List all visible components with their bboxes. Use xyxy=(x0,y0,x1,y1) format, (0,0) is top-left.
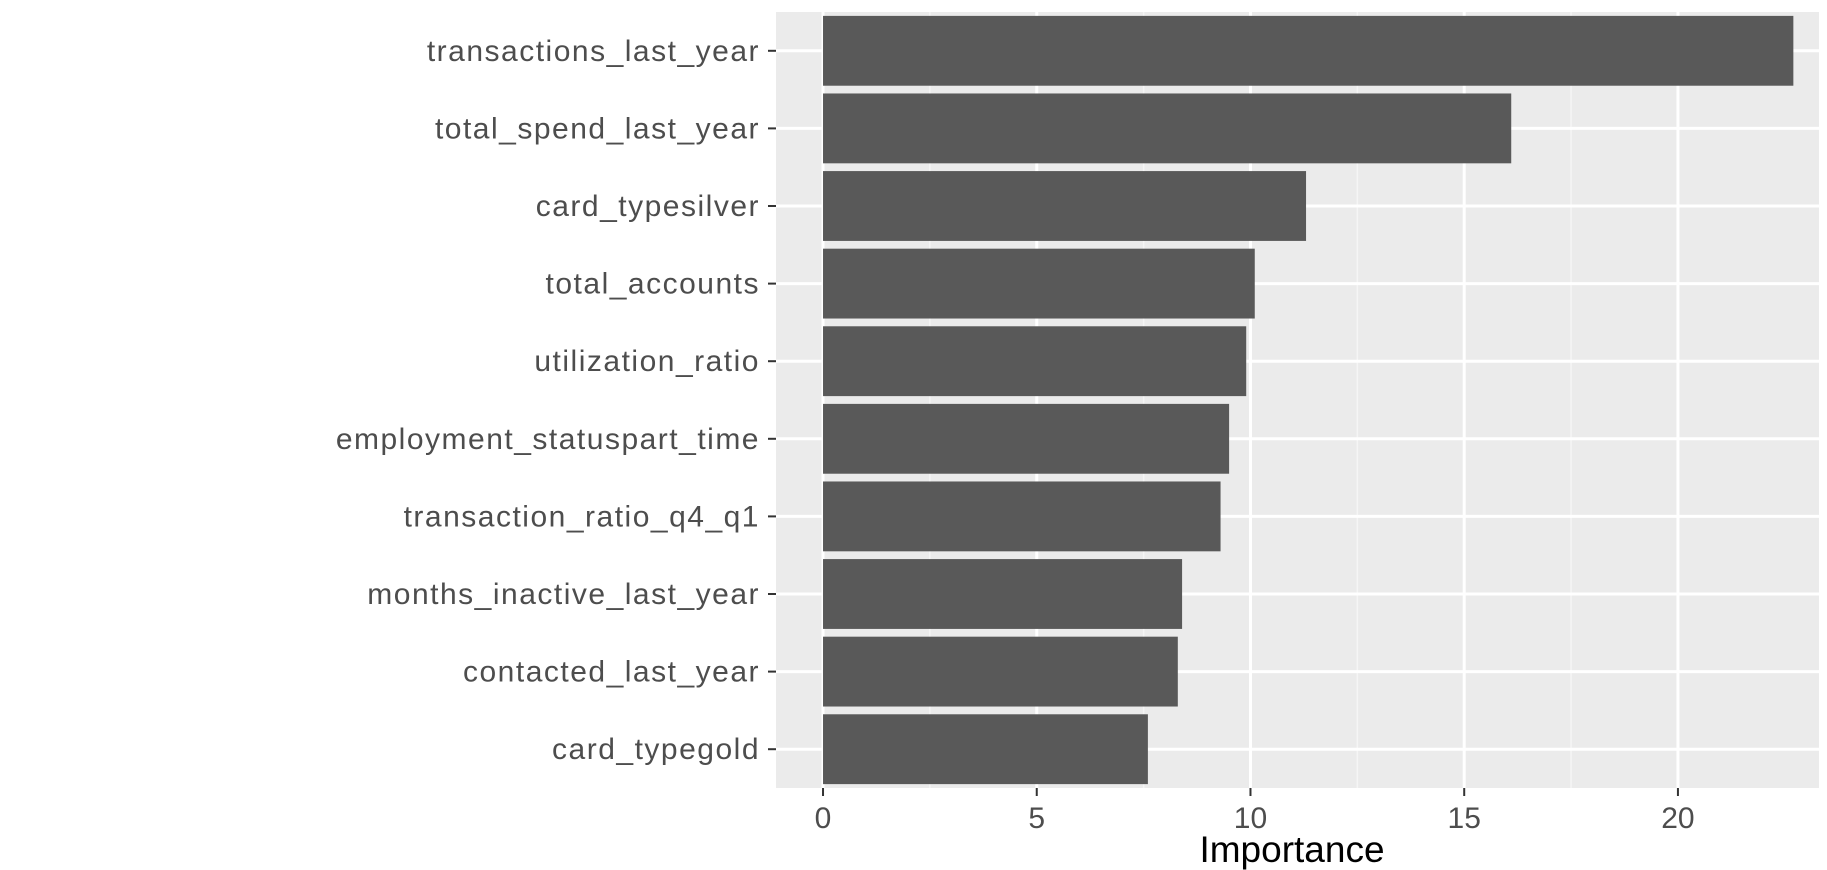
x-tick-label: 5 xyxy=(1028,802,1045,835)
bar-utilization-ratio xyxy=(823,326,1247,397)
bar-transaction-ratio-q4-q1 xyxy=(823,481,1221,552)
y-tick-label: employment_statuspart_time xyxy=(336,423,760,456)
bar-card-typesilver xyxy=(823,171,1307,241)
bar-card-typegold xyxy=(823,714,1148,785)
x-tick-label: 10 xyxy=(1234,802,1267,835)
bar-employment-statuspart-time xyxy=(823,403,1230,474)
x-axis-title: Importance xyxy=(1199,829,1384,870)
y-tick-label: utilization_ratio xyxy=(534,345,760,378)
x-tick-label: 15 xyxy=(1448,802,1481,835)
bar-total-spend-last-year xyxy=(823,93,1512,164)
x-tick-label: 0 xyxy=(815,802,832,835)
y-tick-label: transactions_last_year xyxy=(427,35,760,68)
bar-transactions-last-year xyxy=(823,15,1794,86)
y-tick-label: total_accounts xyxy=(546,268,760,301)
bar-months-inactive-last-year xyxy=(823,559,1183,629)
y-tick-label: total_spend_last_year xyxy=(435,112,760,145)
x-tick-label: 20 xyxy=(1661,802,1694,835)
y-tick-label: card_typesilver xyxy=(536,190,760,223)
y-tick-label: months_inactive_last_year xyxy=(367,578,760,611)
bar-contacted-last-year xyxy=(823,636,1178,707)
y-tick-label: card_typegold xyxy=(552,733,760,766)
bar-total-accounts xyxy=(823,248,1255,319)
y-tick-label: transaction_ratio_q4_q1 xyxy=(404,500,760,533)
y-tick-label: contacted_last_year xyxy=(463,656,760,689)
